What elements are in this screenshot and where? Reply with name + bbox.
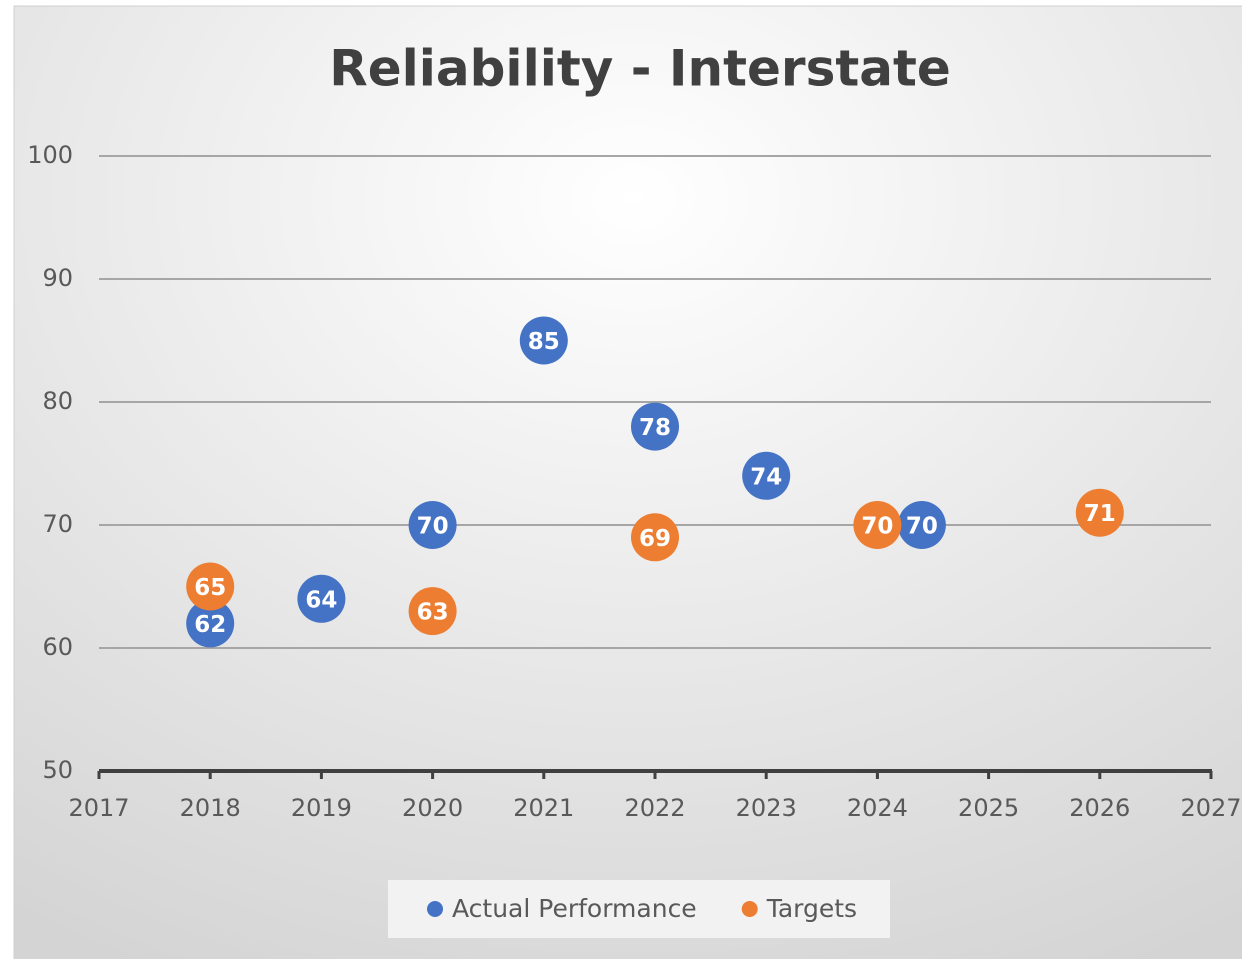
x-tick-label: 2020 <box>402 794 463 822</box>
point <box>631 402 679 451</box>
chart-background <box>13 5 1242 963</box>
data-label: 70 <box>417 514 449 540</box>
x-tick-label: 2024 <box>847 794 908 822</box>
point <box>186 599 235 648</box>
x-tick-label: 2023 <box>736 794 797 822</box>
x-tick-label: 2026 <box>1069 794 1130 822</box>
x-tick-label: 2021 <box>513 794 574 822</box>
point <box>897 501 946 549</box>
legend-label: Actual Performance <box>452 894 697 923</box>
point <box>408 501 457 549</box>
data-label: 64 <box>305 587 337 613</box>
point <box>186 562 235 611</box>
y-tick-label: 50 <box>42 756 73 784</box>
data-label: 63 <box>417 600 449 626</box>
y-tick-label: 100 <box>27 141 73 169</box>
legend-marker <box>741 901 758 917</box>
point <box>519 316 568 365</box>
x-tick-label: 2027 <box>1180 794 1241 822</box>
data-label: 69 <box>639 526 671 552</box>
x-tick-label: 2018 <box>180 794 241 822</box>
y-tick-label: 90 <box>42 264 73 292</box>
y-tick-label: 60 <box>42 633 73 661</box>
x-tick-label: 2019 <box>291 794 352 822</box>
point <box>853 501 902 549</box>
data-label: 70 <box>861 514 893 540</box>
legend-marker <box>427 901 443 917</box>
legend-label: Targets <box>766 894 857 923</box>
y-tick-label: 70 <box>42 510 73 538</box>
legend-box <box>388 880 890 938</box>
point <box>742 451 791 500</box>
point <box>631 513 679 562</box>
x-tick-label: 2025 <box>958 794 1019 822</box>
data-label: 78 <box>639 415 671 441</box>
x-tick-label: 2017 <box>68 794 129 822</box>
data-label: 74 <box>750 464 782 490</box>
y-tick-label: 80 <box>42 387 73 415</box>
data-label: 65 <box>194 575 226 601</box>
point <box>408 587 457 636</box>
data-label: 71 <box>1084 501 1116 527</box>
data-label: 85 <box>528 329 560 355</box>
chart-title: Reliability - Interstate <box>329 40 951 98</box>
point <box>1075 488 1124 537</box>
point <box>297 574 346 623</box>
data-label: 70 <box>906 514 938 540</box>
data-label: 62 <box>194 612 226 638</box>
x-tick-label: 2022 <box>624 794 685 822</box>
